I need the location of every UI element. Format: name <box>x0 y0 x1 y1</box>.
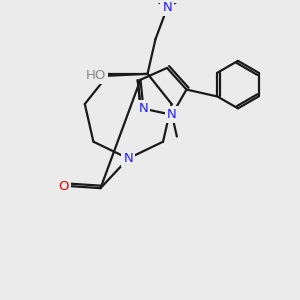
Text: N: N <box>167 108 177 121</box>
Text: O: O <box>58 180 69 193</box>
Text: N: N <box>123 152 133 165</box>
Text: HO: HO <box>85 69 106 82</box>
Text: N: N <box>139 102 148 115</box>
Text: N: N <box>163 1 172 14</box>
